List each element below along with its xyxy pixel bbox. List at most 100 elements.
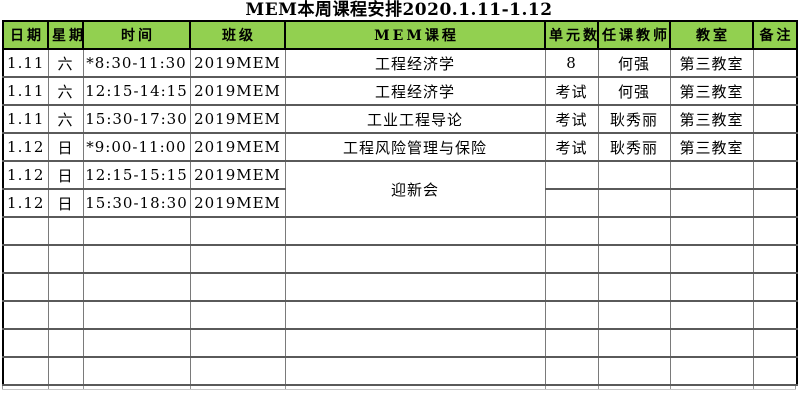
empty-cell [284,216,546,246]
empty-cell [82,300,191,330]
stub-cell [546,386,599,389]
empty-cell [47,244,84,274]
cell-date: 1.11 [2,48,49,78]
empty-cell [752,272,798,302]
cell-time: 15:30-18:30 [82,188,191,218]
schedule-row: 1.11 六 *8:30-11:30 2019MEM 工程经济学 8 何强 第三… [2,48,798,78]
stub-cell [671,386,754,389]
empty-cell [189,356,286,386]
empty-cell [2,300,49,330]
cell-weekday: 六 [47,104,84,134]
empty-cell [284,300,546,330]
empty-cell [544,216,599,246]
empty-cell [597,356,671,386]
empty-cell [82,328,191,358]
empty-cell [544,300,599,330]
column-header-units: 单元数 [544,20,599,50]
empty-cell [669,356,754,386]
stub-cell [84,386,191,389]
cell-weekday: 六 [47,48,84,78]
empty-cell [752,300,798,330]
cell-note [752,76,798,106]
empty-cell [2,272,49,302]
cell-teacher: 何强 [597,48,671,78]
schedule-row: 1.11 六 12:15-14:15 2019MEM 工程经济学 考试 何强 第… [2,76,798,106]
empty-cell [284,356,546,386]
cell-units: 8 [544,48,599,78]
cell-time: 12:15-15:15 [82,160,191,190]
column-header-course: MEM课程 [284,20,546,50]
empty-cell [2,244,49,274]
cell-units [544,160,599,190]
cell-weekday: 日 [47,160,84,190]
empty-cell [284,244,546,274]
schedule-row: 1.12 日 *9:00-11:00 2019MEM 工程风险管理与保险 考试 … [2,132,798,162]
stub-cell [191,386,286,389]
cell-date: 1.12 [2,160,49,190]
cell-note [752,160,798,190]
empty-cell [597,328,671,358]
empty-cell [597,272,671,302]
cell-note [752,188,798,218]
empty-row [2,244,798,274]
cell-class: 2019MEM [189,104,286,134]
column-header-date: 日期 [2,20,49,50]
cell-room: 第三教室 [669,132,754,162]
cell-units [544,188,599,218]
cell-units: 考试 [544,132,599,162]
cell-units: 考试 [544,76,599,106]
empty-cell [669,272,754,302]
cell-class: 2019MEM [189,188,286,218]
empty-cell [597,300,671,330]
schedule-row: 1.12 日 15:30-18:30 2019MEM [2,188,798,218]
cell-date: 1.12 [2,188,49,218]
cell-room: 第三教室 [669,76,754,106]
cell-room [669,160,754,190]
empty-cell [597,216,671,246]
empty-cell [189,272,286,302]
cell-room: 第三教室 [669,104,754,134]
stub-cell [49,386,84,389]
stub-cell [286,386,546,389]
cell-teacher: 耿秀丽 [597,104,671,134]
empty-cell [189,216,286,246]
stub-cell [754,386,796,389]
empty-cell [544,328,599,358]
cell-weekday: 六 [47,76,84,106]
cell-class: 2019MEM [189,160,286,190]
empty-cell [189,300,286,330]
cell-units: 考试 [544,104,599,134]
empty-cell [47,216,84,246]
empty-cell [47,328,84,358]
cell-teacher: 何强 [597,76,671,106]
empty-cell [669,300,754,330]
empty-cell [2,328,49,358]
empty-row [2,328,798,358]
cell-weekday: 日 [47,132,84,162]
cell-note [752,104,798,134]
empty-cell [752,328,798,358]
empty-cell [2,216,49,246]
empty-cell [544,356,599,386]
cell-room [669,188,754,218]
empty-cell [47,300,84,330]
cell-date: 1.12 [2,132,49,162]
header-row: 日期 星期 时间 班级 MEM课程 单元数 任课教师 教室 备注 [2,20,798,50]
page-title: MEM本周课程安排2020.1.11-1.12 [245,0,553,20]
course-schedule-table: 日期 星期 时间 班级 MEM课程 单元数 任课教师 教室 备注 1.11 六 … [2,20,798,386]
cell-date: 1.11 [2,104,49,134]
cell-course: 工程经济学 [284,76,546,106]
column-header-class: 班级 [189,20,286,50]
cell-time: 12:15-14:15 [82,76,191,106]
column-header-weekday: 星期 [47,20,84,50]
column-header-teacher: 任课教师 [597,20,671,50]
column-header-room: 教室 [669,20,754,50]
empty-cell [82,356,191,386]
empty-cell [82,244,191,274]
cell-note [752,48,798,78]
stub-cell [599,386,671,389]
empty-row [2,300,798,330]
empty-cell [47,272,84,302]
next-row-stub [2,386,796,390]
cell-class: 2019MEM [189,76,286,106]
